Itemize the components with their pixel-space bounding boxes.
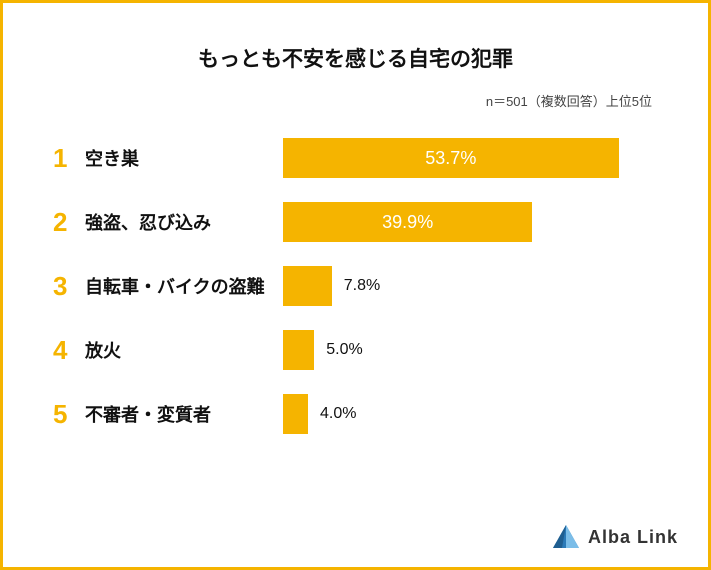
chart-title: もっとも不安を感じる自宅の犯罪 (53, 43, 658, 73)
bar-value: 7.8% (344, 277, 380, 295)
bar-area: 7.8% (283, 266, 658, 306)
bar-row: 5不審者・変質者 4.0% (53, 386, 658, 442)
bar-row: 4放火 5.0% (53, 322, 658, 378)
bar-area: 39.9% (283, 202, 658, 242)
rank-number: 5 (53, 399, 85, 430)
bar-row: 2強盗、忍び込み 39.9% (53, 194, 658, 250)
bar (283, 394, 308, 434)
bar-value: 4.0% (320, 405, 356, 423)
row-label: 不審者・変質者 (85, 401, 283, 427)
row-label: 空き巣 (85, 145, 283, 171)
bar-value: 5.0% (326, 341, 362, 359)
rank-number: 4 (53, 335, 85, 366)
bar (283, 330, 314, 370)
bar-value: 53.7% (425, 148, 476, 169)
brand-logo-icon (552, 525, 580, 549)
bar (283, 266, 332, 306)
bar-row: 1空き巣 53.7% (53, 130, 658, 186)
bar: 53.7% (283, 138, 619, 178)
bar: 39.9% (283, 202, 532, 242)
bar-value: 39.9% (382, 212, 433, 233)
brand-logo-text: Alba Link (588, 527, 678, 548)
bar-area: 5.0% (283, 330, 658, 370)
row-label: 放火 (85, 337, 283, 363)
bar-row: 3自転車・バイクの盗難 7.8% (53, 258, 658, 314)
row-label: 強盗、忍び込み (85, 209, 283, 235)
bar-area: 53.7% (283, 138, 658, 178)
rank-number: 1 (53, 143, 85, 174)
bar-rows: 1空き巣 53.7% 2強盗、忍び込み 39.9% 3自転車・バイクの盗難 7.8% 4放火… (53, 130, 658, 442)
rank-number: 3 (53, 271, 85, 302)
rank-number: 2 (53, 207, 85, 238)
brand-logo: Alba Link (552, 525, 678, 549)
row-label: 自転車・バイクの盗難 (85, 273, 283, 299)
chart-frame: もっとも不安を感じる自宅の犯罪 n＝501（複数回答）上位5位 1空き巣 53.7… (0, 0, 711, 570)
bar-area: 4.0% (283, 394, 658, 434)
sample-note: n＝501（複数回答）上位5位 (53, 91, 658, 110)
